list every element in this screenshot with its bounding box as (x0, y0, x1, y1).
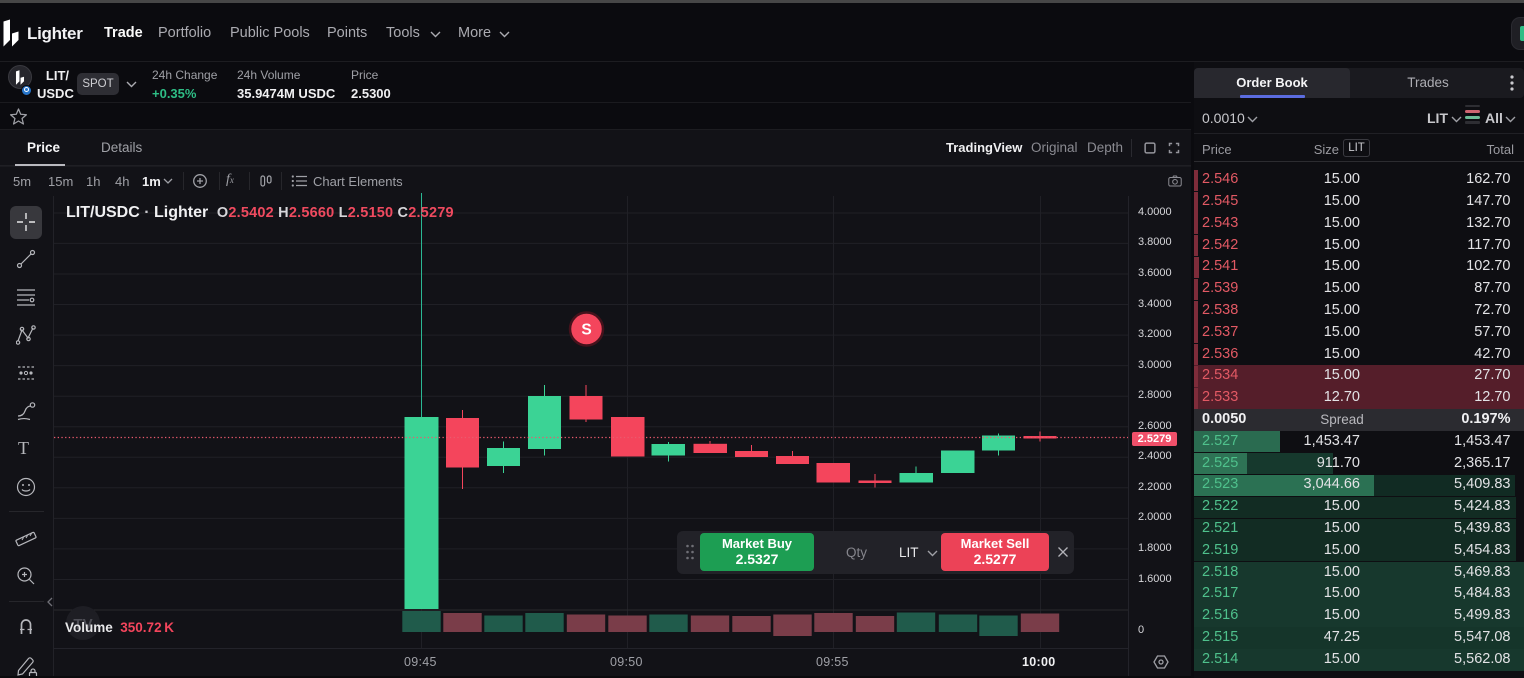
svg-text:S: S (581, 322, 591, 339)
svg-text:TV: TV (73, 616, 92, 633)
